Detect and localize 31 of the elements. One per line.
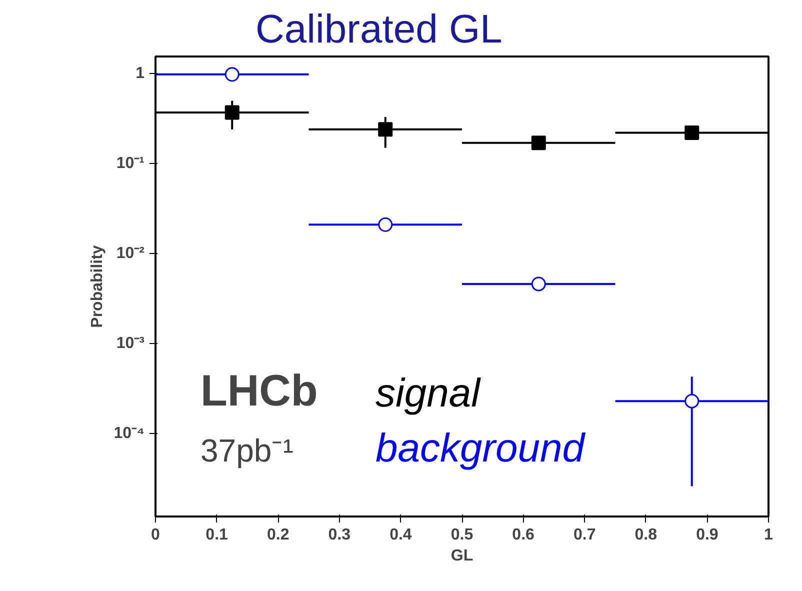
- point: [378, 217, 393, 232]
- text: background: [376, 426, 586, 470]
- x-tick-label: 0.7: [573, 526, 596, 544]
- y-tick-label: 10⁻⁴: [114, 425, 145, 442]
- annotation: LHCb: [200, 366, 318, 416]
- point: [224, 105, 240, 120]
- point: [378, 122, 393, 137]
- y-axis-title: Probability: [88, 245, 106, 328]
- x-tick-label: 0: [151, 526, 160, 544]
- x-tick-label: 0.3: [328, 526, 351, 544]
- chart-title: Calibrated GL: [256, 8, 502, 52]
- y-tick-label: 10⁻²: [116, 245, 144, 262]
- x-tick-label: 0.5: [450, 526, 474, 544]
- x-axis-title: GL: [450, 548, 474, 564]
- y-tick-label: 10⁻³: [116, 335, 144, 352]
- x-tick-label: 0.8: [634, 526, 658, 544]
- text: signal: [376, 372, 482, 416]
- x-tick-label: 0.4: [390, 526, 412, 544]
- x-tick-label: 0.9: [696, 526, 718, 544]
- x-tick-label: 0.1: [206, 526, 228, 544]
- x-tick-label: 0.2: [266, 526, 290, 544]
- point: [684, 394, 700, 408]
- x-tick-label: 1: [764, 526, 774, 544]
- point: [531, 276, 546, 292]
- point: [531, 136, 546, 150]
- point: [224, 67, 240, 82]
- point: [684, 126, 700, 140]
- annotation: 37pb⁻¹: [200, 432, 294, 468]
- x-tick-label: 0.6: [512, 526, 535, 544]
- y-tick-label: 10⁻¹: [116, 155, 144, 172]
- y-tick-label: 1: [136, 65, 145, 82]
